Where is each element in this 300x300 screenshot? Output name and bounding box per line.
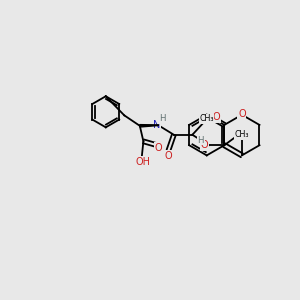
Text: O: O — [213, 112, 220, 122]
Text: H: H — [159, 114, 165, 123]
Text: CH₃: CH₃ — [199, 114, 214, 123]
Text: N: N — [153, 120, 160, 130]
Text: OH: OH — [135, 157, 150, 166]
Polygon shape — [140, 124, 158, 127]
Text: CH₃: CH₃ — [234, 130, 249, 139]
Text: O: O — [200, 140, 208, 150]
Text: H: H — [197, 136, 204, 145]
Text: O: O — [238, 109, 246, 119]
Text: CH₃: CH₃ — [235, 130, 249, 140]
Text: O: O — [164, 151, 172, 161]
Text: O: O — [154, 143, 162, 153]
